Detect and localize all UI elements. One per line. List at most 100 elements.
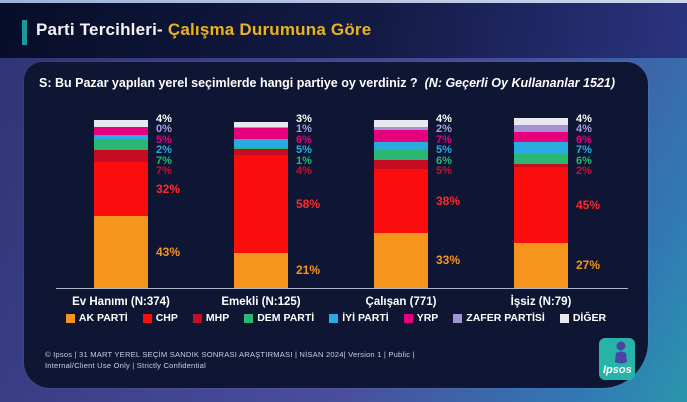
bar-segment	[374, 168, 428, 233]
value-label: 6%	[296, 133, 312, 146]
legend-item: İYİ PARTİ	[329, 312, 389, 324]
legend-swatch	[192, 313, 202, 323]
bar-segment	[514, 118, 568, 126]
chart-panel: S: Bu Pazar yapılan yerel seçimlerde han…	[24, 62, 648, 388]
legend-item: AK PARTİ	[65, 312, 128, 324]
bar-segment	[514, 131, 568, 142]
value-label: 6%	[436, 154, 452, 167]
value-label: 6%	[576, 154, 592, 167]
value-label: 7%	[576, 144, 592, 157]
legend-swatch	[453, 313, 463, 323]
ipsos-logo: Ipsos	[599, 338, 635, 380]
value-label: 7%	[436, 133, 452, 146]
value-labels: 4% 4% 6% 7% 6% 2% 45% 27%	[576, 114, 622, 288]
stacked-bar	[94, 120, 148, 288]
survey-question-note: (N: Geçerli Oy Kullananlar 1521)	[424, 76, 615, 90]
bar-segment	[94, 215, 148, 288]
bar-segment	[94, 120, 148, 127]
bar-segment	[234, 146, 288, 149]
bar-segment	[514, 167, 568, 243]
bar-segment	[234, 252, 288, 288]
bar-group: 4% 2% 7% 5% 6% 5% 38% 33% Çalışan (771)	[344, 114, 484, 309]
category-label: İşsiz (N:79)	[510, 296, 572, 308]
footer-note: © Ipsos | 31 MART YEREL SEÇİM SANDIK SON…	[45, 349, 475, 371]
value-label: 7%	[156, 165, 172, 177]
bar-segment	[514, 242, 568, 288]
x-axis-line	[56, 287, 628, 289]
value-label: 3%	[296, 113, 312, 125]
value-label: 5%	[436, 144, 452, 157]
bar-segment	[94, 162, 148, 216]
legend-label: DEM PARTİ	[257, 312, 315, 324]
bar-group: 4% 4% 6% 7% 6% 2% 45% 27% İşsiz (N:79)	[484, 114, 624, 309]
legend: AK PARTİ CHP MHP DEM PARTİ İYİ PARTİ YRP ZAFER…	[24, 312, 648, 324]
category-label: Emekli (N:125)	[221, 296, 301, 308]
bar-segment	[94, 138, 148, 151]
legend-label: İYİ PARTİ	[342, 312, 389, 324]
legend-label: AK PARTİ	[78, 312, 128, 324]
legend-label: MHP	[205, 312, 230, 324]
value-label: 43%	[156, 244, 181, 259]
value-label: 1%	[296, 154, 312, 167]
category-label: Ev Hanımı (N:374)	[72, 296, 170, 308]
category-label: Çalışan (771)	[365, 296, 437, 308]
bar-segment	[94, 150, 148, 163]
bar-segment	[234, 155, 288, 253]
bar-segment	[514, 141, 568, 154]
legend-swatch	[65, 313, 75, 323]
value-labels: 3% 1% 6% 5% 1% 4% 58% 21%	[296, 114, 342, 288]
legend-item: MHP	[192, 312, 230, 324]
survey-question-text: S: Bu Pazar yapılan yerel seçimlerde han…	[39, 76, 418, 90]
survey-question: S: Bu Pazar yapılan yerel seçimlerde han…	[39, 76, 639, 90]
bar-segment	[234, 121, 288, 127]
legend-item: ZAFER PARTİSİ	[453, 312, 545, 324]
value-label: 4%	[156, 113, 172, 125]
page-title-highlight: Çalışma Durumuna Göre	[167, 20, 372, 39]
stacked-bar	[234, 121, 288, 288]
page-title: Parti Tercihleri- Çalışma Durumuna Göre	[36, 20, 371, 40]
value-label: 2%	[436, 123, 452, 136]
value-label: 38%	[436, 193, 461, 208]
value-label: 27%	[576, 258, 601, 273]
bar-segment	[374, 126, 428, 131]
bar-segment	[514, 153, 568, 164]
value-label: 2%	[576, 165, 592, 177]
ipsos-logo-text: Ipsos	[603, 364, 632, 376]
bar-segment	[374, 160, 428, 169]
legend-swatch	[142, 313, 152, 323]
plot-area: 4% 0% 5% 2% 7% 7% 32% 43% Ev Hanımı (N:374) 3% 1% 6…	[56, 114, 628, 309]
legend-label: CHP	[155, 312, 178, 324]
stacked-bar	[374, 120, 428, 288]
bar-segment	[374, 232, 428, 288]
value-label: 32%	[156, 181, 181, 196]
legend-label: ZAFER PARTİSİ	[466, 312, 545, 324]
value-labels: 4% 2% 7% 5% 6% 5% 38% 33%	[436, 114, 482, 288]
footer-line2: Internal/Client Use Only | Strictly Conf…	[45, 361, 206, 370]
value-label: 58%	[296, 197, 321, 211]
legend-swatch	[559, 313, 569, 323]
bar-segment	[234, 148, 288, 156]
legend-swatch	[244, 313, 254, 323]
value-label: 7%	[156, 154, 172, 167]
bar-segment	[234, 128, 288, 139]
bar-segment	[374, 141, 428, 151]
value-label: 5%	[156, 133, 172, 146]
bar-segment	[374, 150, 428, 161]
legend-item: DEM PARTİ	[244, 312, 314, 324]
legend-swatch	[403, 313, 413, 323]
bar-group: 4% 0% 5% 2% 7% 7% 32% 43% Ev Hanımı (N:374)	[64, 114, 204, 309]
stacked-bar	[514, 118, 568, 288]
bar-segment	[514, 163, 568, 168]
legend-label: YRP	[416, 312, 439, 324]
title-accent-bar	[22, 20, 27, 45]
value-label: 45%	[576, 197, 601, 212]
bar-segment	[374, 120, 428, 127]
value-label: 1%	[296, 123, 312, 136]
bar-segment	[374, 130, 428, 142]
value-label: 4%	[576, 113, 592, 125]
value-labels: 4% 0% 5% 2% 7% 7% 32% 43%	[156, 114, 202, 288]
header: Parti Tercihleri- Çalışma Durumuna Göre	[0, 3, 687, 58]
legend-swatch	[329, 313, 339, 323]
value-label: 4%	[436, 113, 452, 125]
bar-segment	[94, 126, 148, 136]
